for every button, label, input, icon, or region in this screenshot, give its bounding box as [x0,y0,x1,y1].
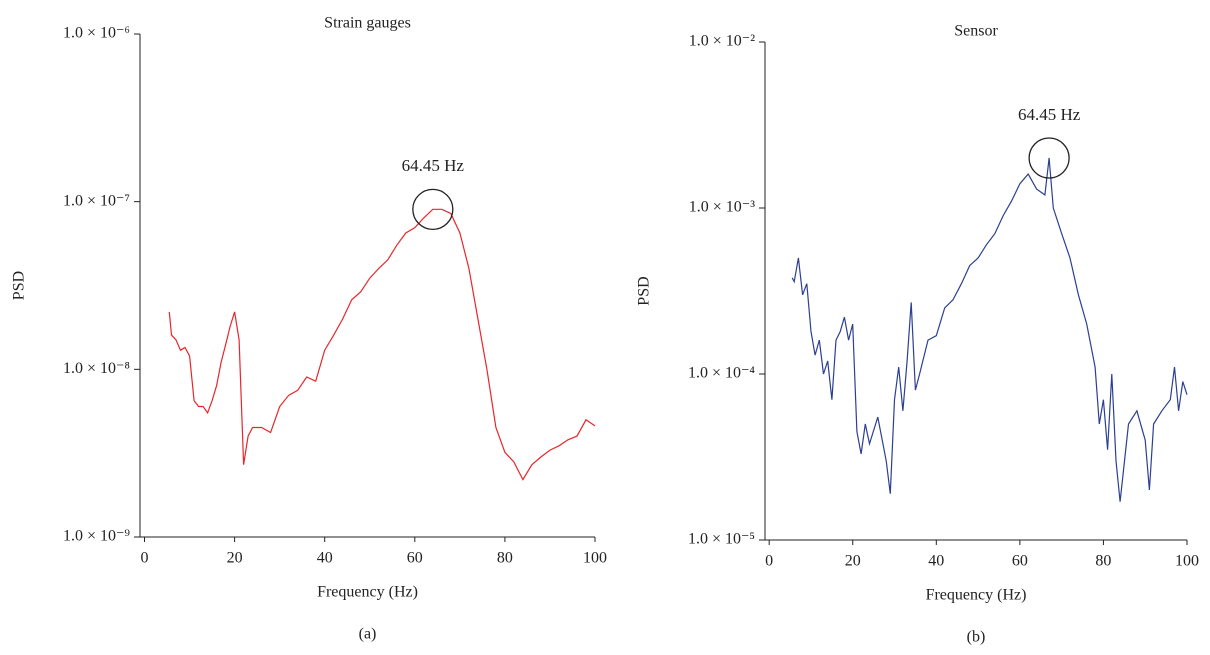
x-tick-label: 40 [928,553,944,570]
y-tick-label: 1.0 × 10⁻⁷ [63,192,130,209]
x-tick-label: 20 [845,553,861,570]
subfigure-caption: (b) [967,629,986,646]
y-axis-label: PSD [636,276,653,305]
y-tick-label: 1.0 × 10⁻³ [689,199,755,216]
x-tick-label: 80 [1095,553,1111,570]
chart-title: Sensor [954,23,998,40]
x-axis-label: Frequency (Hz) [926,587,1027,604]
peak-marker [412,188,454,230]
x-tick-label: 60 [407,550,423,567]
x-tick-label: 40 [317,550,333,567]
chart-title: Strain gauges [324,15,411,32]
x-tick-label: 0 [141,550,149,567]
x-tick-label: 100 [583,550,607,567]
y-tick-label: 1.0 × 10⁻² [689,33,755,50]
y-tick-label: 1.0 × 10⁻⁹ [63,528,130,545]
peak-annotation: 64.45 Hz [1018,105,1081,124]
peak-marker [1028,137,1070,179]
x-tick-label: 0 [765,553,773,570]
x-tick-label: 100 [1175,553,1199,570]
y-tick-label: 1.0 × 10⁻⁵ [688,531,755,548]
y-axis-label: PSD [11,271,28,300]
x-tick-label: 20 [227,550,243,567]
x-tick-label: 60 [1012,553,1028,570]
x-tick-label: 80 [497,550,513,567]
y-tick-label: 1.0 × 10⁻⁸ [63,360,130,377]
line-series [791,157,1188,502]
y-tick-label: 1.0 × 10⁻⁴ [688,365,755,382]
subfigure-caption: (a) [359,626,377,643]
line-series [168,208,596,481]
y-tick-label: 1.0 × 10⁻⁶ [63,25,130,42]
peak-annotation: 64.45 Hz [402,156,465,175]
x-axis-label: Frequency (Hz) [317,584,418,601]
